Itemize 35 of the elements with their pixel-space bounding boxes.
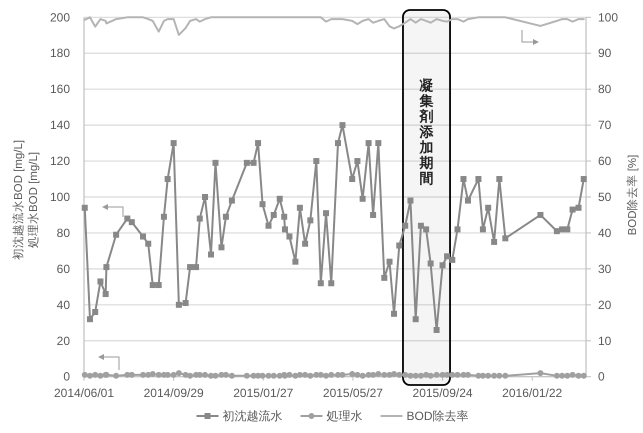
y-tick-label: 0: [63, 370, 70, 384]
y2-tick-label: 40: [598, 226, 612, 240]
y-tick-label: 120: [50, 154, 70, 168]
x-tick-label: 2015/09/24: [412, 386, 473, 400]
legend-label: 初沈越流水: [222, 409, 282, 423]
x-tick-label: 2015/01/27: [233, 386, 294, 400]
y2-tick-label: 20: [598, 298, 612, 312]
band-label: 凝集剤添加期間: [418, 77, 434, 186]
x-tick-label: 2016/01/22: [502, 386, 563, 400]
y-tick-label: 140: [50, 118, 70, 132]
y2-tick-label: 50: [598, 190, 612, 204]
y2-tick-label: 80: [598, 82, 612, 96]
y-tick-label: 100: [50, 190, 70, 204]
y-tick-label: 160: [50, 82, 70, 96]
x-tick-label: 2014/06/01: [54, 386, 114, 400]
y-tick-label: 200: [50, 10, 70, 24]
legend-label: BOD除去率: [406, 409, 469, 423]
y2-tick-label: 10: [598, 334, 612, 348]
y-tick-label: 40: [56, 298, 70, 312]
y-tick-label: 60: [56, 262, 70, 276]
y2-tick-label: 90: [598, 46, 612, 60]
y-tick-label: 180: [50, 46, 70, 60]
y2-tick-label: 60: [598, 154, 612, 168]
band: 凝集剤添加期間: [402, 9, 451, 386]
x-tick-label: 2015/05/27: [322, 386, 384, 400]
y2-tick-label: 0: [598, 370, 605, 384]
y2-axis-title: BOD除去率 [%]: [625, 154, 639, 236]
y-tick-label: 20: [56, 334, 70, 348]
y2-tick-label: 70: [598, 118, 612, 132]
y2-tick-label: 30: [598, 262, 612, 276]
legend-label: 処理水: [326, 409, 362, 423]
y2-tick-label: 100: [598, 10, 618, 24]
y-tick-label: 80: [56, 226, 70, 240]
y-axis-title: 初沈越流水BOD [mg/L] 処理水BOD [mg/L]: [11, 140, 40, 260]
x-tick-label: 2014/09/29: [144, 386, 204, 400]
